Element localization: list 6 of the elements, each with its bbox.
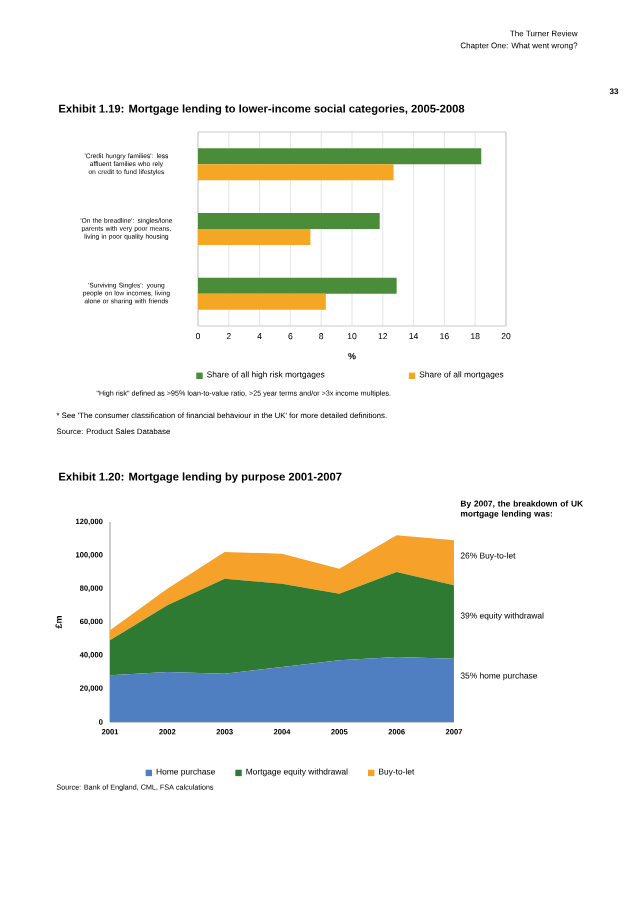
bar [198,148,482,165]
bar [198,164,394,181]
bar [198,277,397,294]
bar [198,293,326,310]
bar [198,229,311,246]
bar [198,213,380,229]
